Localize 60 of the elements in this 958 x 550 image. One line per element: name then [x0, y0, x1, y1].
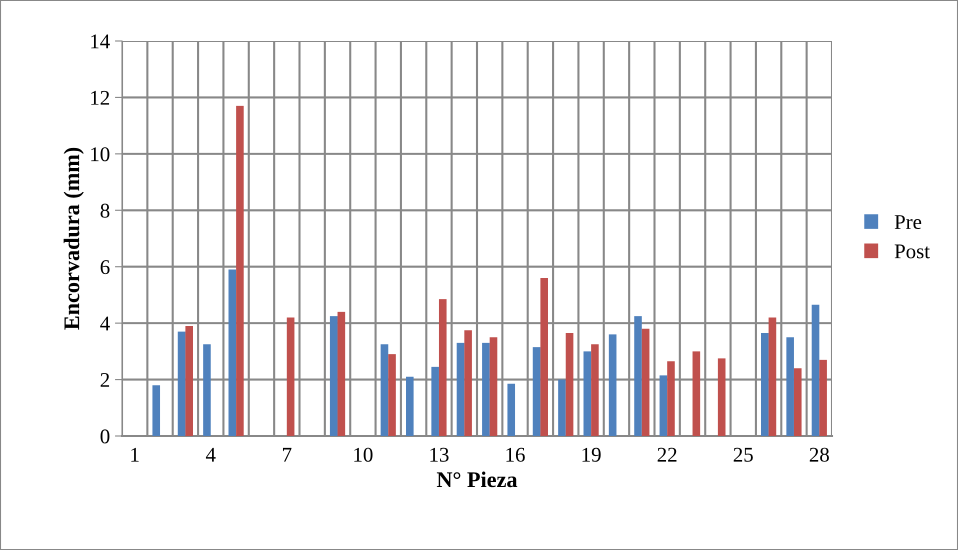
bar	[786, 337, 794, 436]
bar	[456, 342, 464, 436]
x-axis-title: N° Pieza	[436, 472, 518, 488]
bar	[178, 332, 186, 436]
x-tick-label: 16	[506, 448, 525, 462]
bar	[388, 354, 396, 436]
bar	[608, 334, 616, 436]
bar	[431, 366, 439, 436]
bar	[591, 344, 599, 436]
bar	[584, 351, 592, 436]
bar	[464, 330, 472, 436]
bar	[203, 344, 211, 436]
bar	[812, 304, 820, 436]
bar	[667, 361, 675, 436]
y-axis-title: Encorvadura (mm)	[64, 148, 84, 330]
bar	[794, 368, 802, 436]
bar	[558, 380, 566, 436]
bar	[718, 358, 726, 436]
bar	[406, 376, 414, 436]
bar	[152, 385, 160, 436]
legend-label: Post	[894, 244, 930, 258]
bar	[185, 326, 193, 436]
x-tick-label: 22	[658, 448, 676, 462]
y-tick-label: 2	[100, 373, 110, 387]
x-tick-label: 10	[354, 448, 373, 462]
x-tick-label: 28	[810, 448, 829, 462]
bar	[380, 344, 388, 436]
x-tick-label: 4	[206, 448, 216, 462]
bar	[338, 312, 346, 436]
bar	[330, 316, 338, 436]
x-tick-label: 7	[282, 448, 292, 462]
bar	[819, 360, 827, 436]
legend-label: Pre	[894, 215, 922, 230]
bar	[761, 333, 769, 436]
bar	[236, 106, 244, 436]
y-tick-label: 12	[91, 90, 110, 105]
bar	[482, 342, 490, 436]
x-tick-label: 13	[430, 448, 449, 462]
y-tick-label: 0	[100, 429, 110, 444]
y-tick-label: 6	[100, 260, 110, 274]
bar	[438, 299, 447, 436]
bar	[660, 375, 668, 436]
y-tick-label: 8	[100, 204, 110, 218]
x-tick-label: 25	[734, 448, 753, 462]
bar	[692, 351, 700, 436]
bar	[540, 278, 548, 436]
bar	[642, 328, 650, 436]
bar	[566, 333, 574, 436]
bar	[228, 270, 236, 436]
y-tick-label: 4	[100, 316, 110, 330]
x-tick-label: 19	[582, 448, 601, 462]
bar	[768, 318, 776, 436]
bar	[634, 316, 642, 436]
y-tick-label: 14	[91, 34, 110, 48]
bar	[532, 347, 540, 436]
y-tick-label: 10	[91, 147, 110, 162]
x-tick-label: 1	[131, 448, 139, 462]
bar	[507, 384, 516, 436]
bar	[286, 318, 294, 436]
bar	[490, 337, 498, 436]
